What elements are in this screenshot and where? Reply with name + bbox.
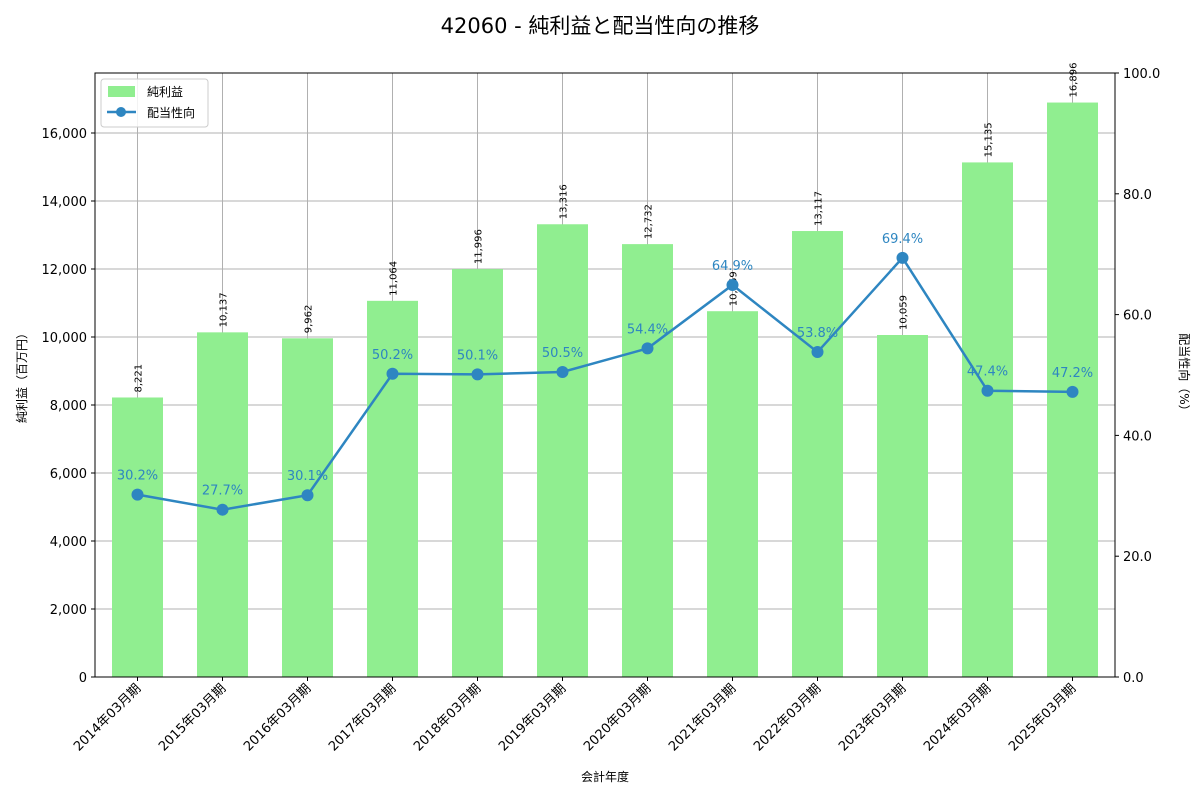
bar-value-label: 15,135: [984, 122, 995, 157]
bar-value-labels: 8,221 10,137 9,962 11,064 11,996 13,316 12,732…: [134, 63, 1080, 393]
right-tick-label: 40.0: [1123, 429, 1152, 444]
bar: [792, 231, 843, 677]
right-tick-label: 0.0: [1123, 671, 1144, 686]
left-tick-label: 0: [79, 671, 87, 686]
x-axis: 2014年03月期 2015年03月期 2016年03月期 2017年03月期 2018…: [71, 677, 1079, 755]
bar-value-label: 11,064: [389, 261, 400, 296]
line-marker: [471, 368, 484, 381]
left-axis: 0 2,000 4,000 6,000 8,000 10,000 12,000 14,000 1…: [42, 127, 95, 686]
x-tick-label: 2018年03月期: [411, 681, 484, 754]
x-tick-label: 2020年03月期: [581, 681, 654, 754]
bar-value-label: 13,316: [559, 184, 570, 219]
line-value-label: 54.4%: [627, 322, 668, 337]
line-value-label: 50.1%: [457, 348, 498, 363]
line-marker: [131, 488, 144, 501]
x-tick-label: 2025年03月期: [1006, 681, 1079, 754]
legend-bar-swatch: [108, 86, 135, 97]
line-value-label: 30.1%: [287, 469, 328, 484]
x-tick-label: 2023年03月期: [836, 681, 909, 754]
left-tick-label: 16,000: [42, 127, 88, 142]
line-value-label: 50.5%: [542, 346, 583, 361]
bar: [537, 224, 588, 677]
x-tick-label: 2022年03月期: [751, 681, 824, 754]
bar: [112, 397, 163, 677]
bar-series: [112, 102, 1098, 677]
x-tick-label: 2015年03月期: [156, 681, 229, 754]
line-series: 30.2% 27.7% 30.1% 50.2% 50.1% 50.5% 54.4% 64.9%…: [117, 232, 1093, 516]
bar: [282, 338, 333, 677]
x-tick-label: 2014年03月期: [71, 681, 144, 754]
line-marker: [1066, 385, 1079, 398]
line-marker: [641, 342, 654, 355]
right-tick-label: 60.0: [1123, 309, 1152, 324]
right-tick-label: 100.0: [1123, 67, 1160, 82]
line-value-label: 50.2%: [372, 348, 413, 363]
line-marker: [556, 365, 569, 378]
line-marker: [811, 346, 824, 359]
plot-frame: [94, 72, 1116, 678]
bar-value-label: 12,732: [644, 204, 655, 239]
x-tick-label: 2019年03月期: [496, 681, 569, 754]
left-tick-label: 4,000: [50, 535, 87, 550]
line-value-label: 30.2%: [117, 469, 158, 484]
legend: 純利益 配当性向: [100, 78, 209, 128]
x-axis-label: 会計年度: [581, 769, 629, 784]
legend-marker-icon: [116, 107, 126, 117]
legend-label-net-income: 純利益: [147, 85, 183, 99]
x-tick-label: 2021年03月期: [666, 681, 739, 754]
left-tick-label: 2,000: [50, 603, 87, 618]
bar: [707, 311, 758, 677]
line-marker: [386, 367, 399, 380]
x-tick-label: 2024年03月期: [921, 681, 994, 754]
bar: [877, 334, 928, 677]
line-marker: [981, 384, 994, 397]
line-marker: [896, 251, 909, 264]
left-tick-label: 12,000: [42, 263, 88, 278]
bar-value-label: 9,962: [304, 305, 315, 334]
bar: [452, 269, 503, 677]
bar-value-label: 11,996: [474, 229, 485, 264]
bar: [962, 162, 1013, 677]
left-tick-label: 14,000: [42, 195, 88, 210]
x-tick-label: 2017年03月期: [326, 681, 399, 754]
bar-value-label: 16,896: [1069, 63, 1080, 98]
line-value-label: 27.7%: [202, 484, 243, 499]
line-value-label: 47.2%: [1052, 366, 1093, 381]
bar: [367, 300, 418, 677]
bar-value-label: 10,137: [219, 292, 230, 327]
chart-title: 42060 - 純利益と配当性向の推移: [441, 14, 760, 38]
right-tick-label: 80.0: [1123, 188, 1152, 203]
left-tick-label: 8,000: [50, 399, 87, 414]
right-tick-label: 20.0: [1123, 550, 1152, 565]
legend-label-payout-ratio: 配当性向: [147, 105, 195, 120]
left-axis-label: 純利益（百万円）: [15, 327, 29, 423]
x-tick-label: 2016年03月期: [241, 681, 314, 754]
bar-value-label: 10,059: [899, 295, 910, 330]
line-value-label: 64.9%: [712, 259, 753, 274]
line-value-label: 53.8%: [797, 326, 838, 341]
bar-value-label: 13,117: [814, 191, 825, 226]
bar-value-label: 8,221: [134, 364, 145, 393]
right-axis-label: 配当性向（%）: [1177, 333, 1192, 416]
right-axis: 0.0 20.0 40.0 60.0 80.0 100.0: [1115, 67, 1160, 686]
line-value-label: 69.4%: [882, 232, 923, 247]
line-marker: [216, 503, 229, 516]
line-marker: [301, 489, 314, 502]
line-value-label: 47.4%: [967, 365, 1008, 380]
left-tick-label: 10,000: [42, 331, 88, 346]
left-tick-label: 6,000: [50, 467, 87, 482]
bar: [622, 244, 673, 677]
line-marker: [726, 279, 739, 292]
